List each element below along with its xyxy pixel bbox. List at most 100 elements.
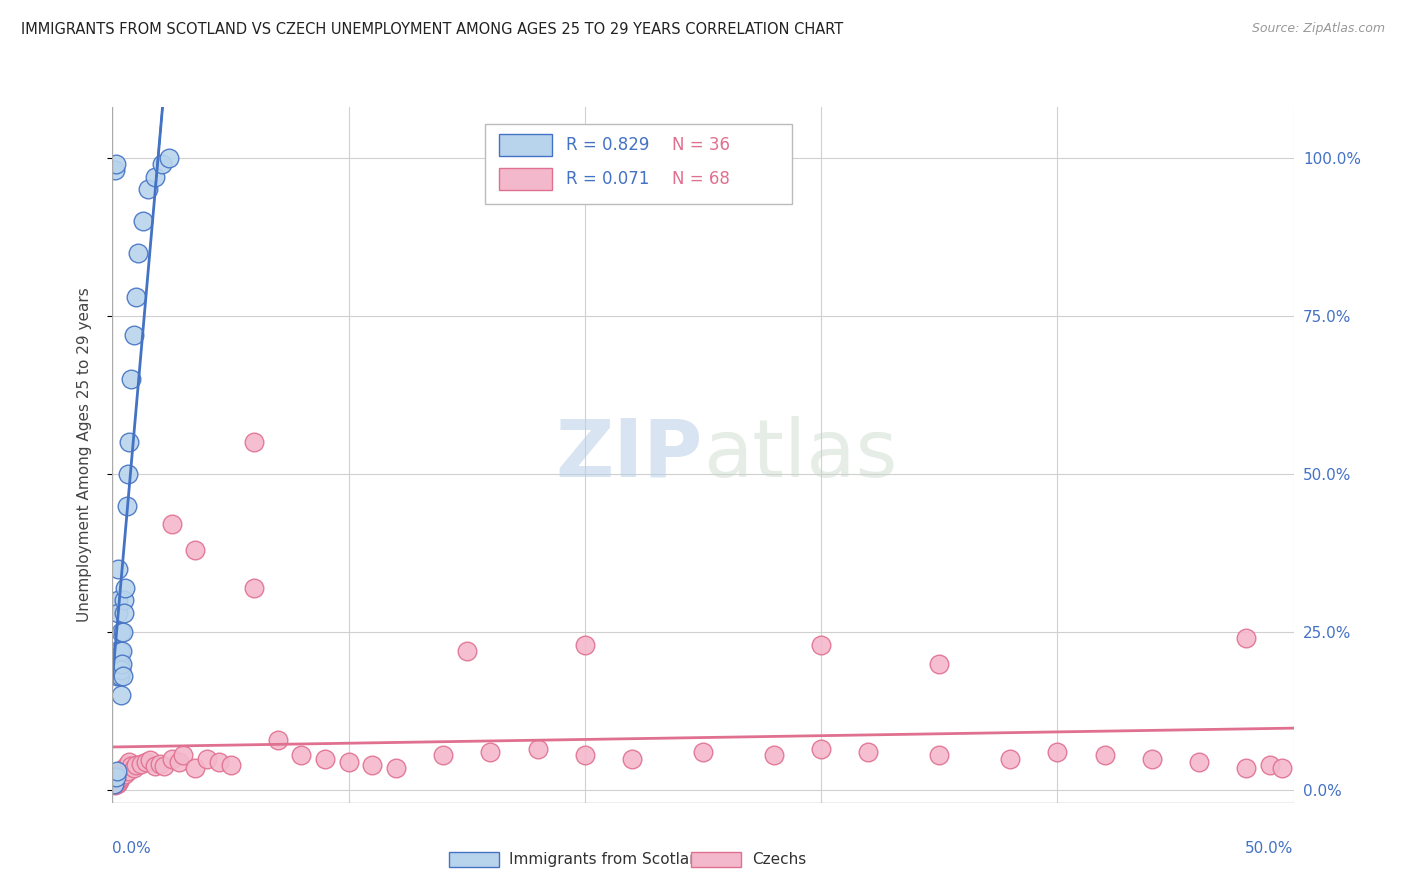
- Point: [108, 769, 131, 783]
- Point: [456, 644, 478, 658]
- Point: [1234, 632, 1257, 646]
- Bar: [449, 852, 499, 867]
- Point: [1094, 748, 1116, 763]
- Point: [105, 669, 128, 683]
- Point: [112, 625, 135, 640]
- Point: [157, 151, 180, 165]
- Point: [120, 759, 142, 773]
- Point: [1140, 751, 1163, 765]
- Point: [103, 777, 125, 791]
- Point: [1258, 757, 1281, 772]
- Point: [1188, 755, 1211, 769]
- Point: [1046, 745, 1069, 759]
- FancyBboxPatch shape: [485, 124, 792, 204]
- Point: [105, 772, 128, 786]
- Point: [810, 742, 832, 756]
- Point: [135, 755, 157, 769]
- Bar: [499, 134, 551, 156]
- Point: [150, 157, 173, 171]
- Text: 0.0%: 0.0%: [112, 841, 152, 855]
- Text: R = 0.071: R = 0.071: [567, 169, 650, 187]
- Point: [195, 751, 218, 765]
- Bar: [692, 852, 741, 867]
- Point: [574, 748, 596, 763]
- Point: [108, 657, 131, 671]
- Point: [149, 756, 172, 771]
- Point: [108, 644, 131, 658]
- Point: [107, 775, 129, 789]
- Point: [107, 771, 129, 785]
- Text: atlas: atlas: [703, 416, 897, 494]
- Point: [108, 657, 131, 671]
- Point: [858, 745, 880, 759]
- Point: [479, 745, 502, 759]
- Point: [111, 644, 134, 658]
- Point: [117, 764, 139, 779]
- Point: [110, 767, 132, 781]
- Point: [153, 759, 176, 773]
- Point: [184, 542, 207, 557]
- Point: [107, 593, 129, 607]
- Text: N = 68: N = 68: [672, 169, 730, 187]
- Text: Czechs: Czechs: [752, 852, 807, 867]
- Point: [810, 638, 832, 652]
- Point: [136, 182, 159, 196]
- Point: [172, 748, 194, 763]
- Y-axis label: Unemployment Among Ages 25 to 29 years: Unemployment Among Ages 25 to 29 years: [77, 287, 91, 623]
- Point: [107, 606, 129, 620]
- Point: [110, 771, 132, 785]
- Point: [129, 756, 152, 771]
- Point: [526, 742, 548, 756]
- Point: [107, 562, 129, 576]
- Point: [104, 778, 127, 792]
- Point: [110, 625, 132, 640]
- Point: [139, 753, 162, 767]
- Point: [1271, 761, 1294, 775]
- Text: Source: ZipAtlas.com: Source: ZipAtlas.com: [1251, 22, 1385, 36]
- Point: [111, 657, 134, 671]
- Text: ZIP: ZIP: [555, 416, 703, 494]
- Point: [160, 517, 183, 532]
- Point: [105, 157, 128, 171]
- Point: [243, 581, 266, 595]
- Point: [290, 748, 312, 763]
- Point: [432, 748, 454, 763]
- Point: [125, 290, 148, 304]
- Point: [132, 214, 155, 228]
- Point: [243, 435, 266, 450]
- Point: [998, 751, 1021, 765]
- Point: [112, 761, 135, 775]
- Point: [112, 669, 135, 683]
- Point: [115, 757, 138, 772]
- Point: [337, 755, 360, 769]
- Point: [928, 657, 950, 671]
- Point: [385, 761, 408, 775]
- Point: [110, 688, 132, 702]
- Text: IMMIGRANTS FROM SCOTLAND VS CZECH UNEMPLOYMENT AMONG AGES 25 TO 29 YEARS CORRELA: IMMIGRANTS FROM SCOTLAND VS CZECH UNEMPL…: [21, 22, 844, 37]
- Point: [120, 372, 142, 386]
- Point: [167, 755, 190, 769]
- Point: [105, 773, 128, 788]
- Point: [692, 745, 714, 759]
- Point: [160, 751, 183, 765]
- Point: [361, 757, 384, 772]
- Point: [219, 757, 242, 772]
- Point: [118, 435, 141, 450]
- Point: [114, 767, 136, 781]
- Point: [118, 755, 141, 769]
- Point: [112, 593, 135, 607]
- Point: [105, 777, 128, 791]
- Point: [105, 764, 128, 779]
- Point: [143, 759, 166, 773]
- Point: [1234, 761, 1257, 775]
- Point: [112, 767, 135, 781]
- Point: [184, 761, 207, 775]
- Point: [574, 638, 596, 652]
- Text: N = 36: N = 36: [672, 136, 730, 154]
- Point: [104, 163, 127, 178]
- Text: R = 0.829: R = 0.829: [567, 136, 650, 154]
- Bar: [499, 168, 551, 190]
- Text: Immigrants from Scotland: Immigrants from Scotland: [509, 852, 709, 867]
- Point: [108, 773, 131, 788]
- Point: [105, 644, 128, 658]
